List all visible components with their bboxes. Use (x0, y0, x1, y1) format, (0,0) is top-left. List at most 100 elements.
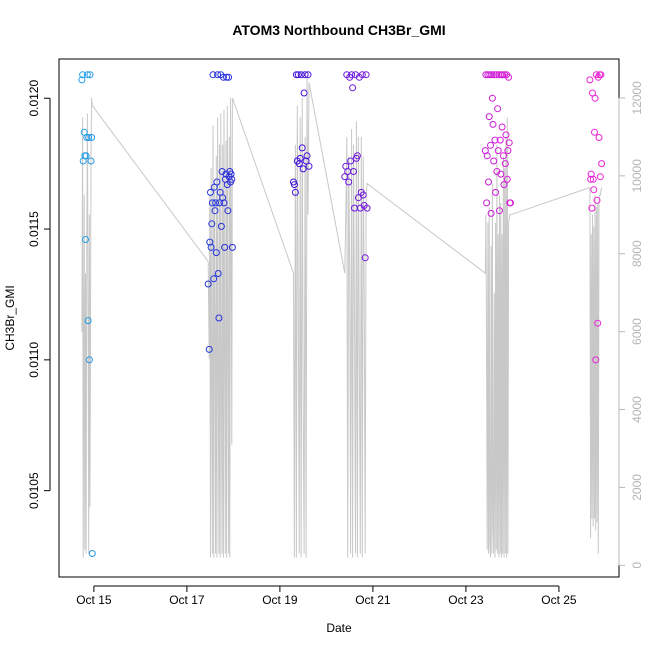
data-point (211, 207, 219, 215)
data-point (598, 160, 606, 168)
data-point (86, 71, 94, 79)
data-point (359, 191, 367, 199)
data-point (304, 71, 312, 79)
data-point (228, 243, 236, 251)
data-point (219, 194, 227, 202)
data-point (488, 94, 496, 102)
data-point (295, 160, 303, 168)
y2-tick-label: 12000 (630, 81, 644, 115)
data-point (363, 204, 371, 212)
plot-frame (58, 58, 620, 578)
data-point (483, 152, 491, 160)
altitude-line (81, 78, 603, 558)
data-point (491, 136, 499, 144)
data-point (487, 141, 494, 149)
data-point (349, 84, 357, 92)
x-tick-label: Oct 17 (169, 593, 205, 607)
data-point (294, 71, 302, 79)
data-point (503, 175, 511, 183)
data-point (489, 120, 497, 128)
data-point (499, 71, 507, 79)
data-point (223, 73, 231, 81)
data-point (590, 186, 598, 194)
data-point (205, 345, 213, 353)
data-point (224, 207, 232, 215)
data-point (488, 71, 496, 79)
data-point (501, 160, 509, 168)
y-tick-label: 0.0105 (27, 472, 41, 509)
data-point (593, 196, 601, 204)
data-point (210, 275, 218, 283)
data-point (588, 204, 596, 212)
data-point (214, 71, 222, 79)
y2-tick-label: 10000 (630, 159, 644, 193)
data-point (591, 128, 598, 136)
data-point (214, 270, 222, 277)
data-point (361, 254, 369, 262)
data-point (362, 71, 370, 79)
data-point (347, 157, 355, 165)
x-axis-label: Date (326, 621, 352, 635)
data-point (595, 134, 603, 141)
y-axis-label: CH3Br_GMI (3, 285, 17, 350)
data-point (358, 71, 366, 79)
y2-axis: 0 2000 4000 6000 8000 10000 12000 (618, 81, 644, 569)
data-point (494, 147, 502, 155)
x-tick-label: Oct 15 (76, 593, 112, 607)
data-point (490, 71, 498, 79)
x-tick-label: Oct 21 (355, 593, 391, 607)
data-point (490, 157, 498, 165)
data-point (594, 319, 602, 327)
altitude-line-layer (81, 78, 603, 558)
data-point (485, 178, 492, 186)
data-point (589, 175, 597, 183)
data-point (597, 71, 605, 79)
data-point (302, 157, 310, 165)
y2-tick-label: 4000 (630, 396, 644, 423)
chart-title: ATOM3 Northbound CH3Br_GMI (232, 22, 445, 38)
data-point (85, 134, 93, 141)
data-point (300, 89, 308, 97)
data-point (82, 236, 89, 243)
y2-tick-label: 2000 (630, 474, 644, 501)
y-tick-label: 0.0110 (27, 342, 41, 378)
data-point (341, 173, 349, 181)
y-tick-label: 0.0115 (27, 211, 41, 247)
data-point (350, 168, 357, 175)
data-point (303, 152, 311, 160)
data-point (208, 199, 216, 207)
data-point (494, 105, 502, 113)
data-point (217, 222, 225, 230)
data-point (507, 199, 514, 207)
y2-tick-label: 0 (630, 562, 644, 569)
data-point (208, 220, 216, 228)
data-point (587, 175, 595, 183)
y2-tick-label: 8000 (630, 240, 644, 267)
x-tick-label: Oct 19 (262, 593, 298, 607)
data-point (502, 131, 510, 139)
data-point (586, 76, 594, 84)
data-point (87, 157, 95, 165)
data-point (219, 73, 227, 81)
data-point (228, 175, 236, 183)
data-point (82, 152, 90, 160)
data-point (79, 71, 87, 79)
data-point (215, 314, 223, 322)
data-point (83, 134, 91, 141)
y-axis: 0.0105 0.0110 0.0115 0.0120 (27, 80, 51, 509)
data-point (299, 165, 307, 173)
data-point (207, 243, 215, 251)
data-point (348, 71, 356, 79)
data-point (221, 243, 229, 251)
x-tick-label: Oct 23 (448, 593, 484, 607)
x-axis: Oct 15 Oct 17 Oct 19 Oct 21 Oct 23 Oct 25 (76, 585, 577, 607)
data-point (496, 207, 503, 215)
data-point (227, 170, 235, 178)
data-point (84, 317, 92, 325)
data-point (212, 249, 220, 257)
data-point (297, 71, 305, 79)
data-point (345, 178, 353, 186)
data-point (213, 178, 221, 186)
